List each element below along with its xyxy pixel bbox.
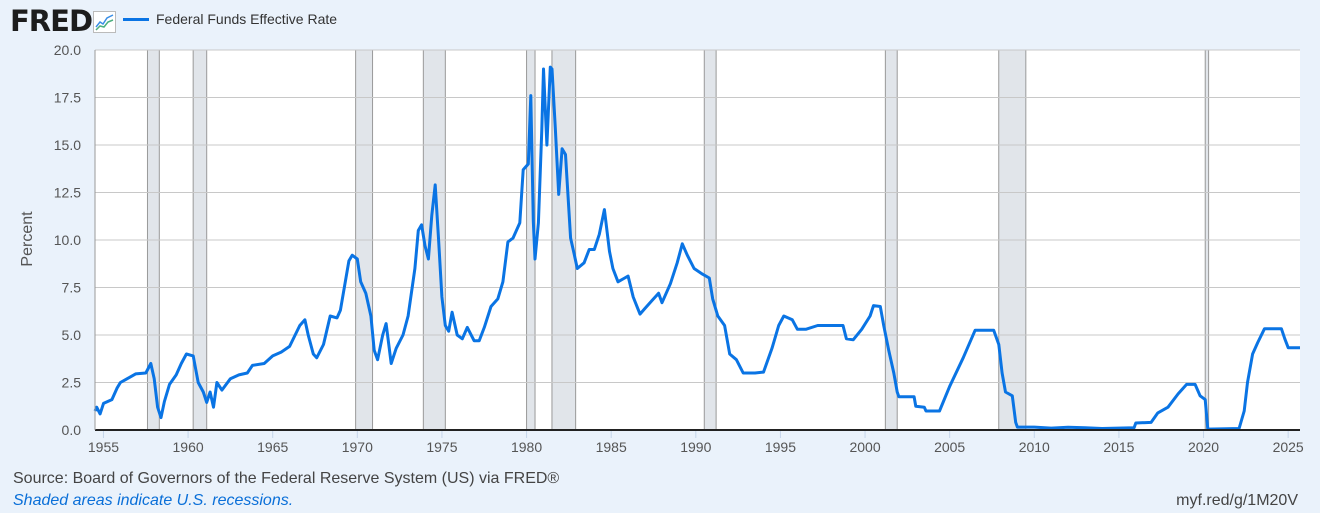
chart-plot: 0.0 2.5 5.0 7.5 10.0 12.5 15.0 17.5 20.0 1955 1960… bbox=[54, 42, 1304, 455]
x-tick-label: 2025 bbox=[1273, 439, 1304, 455]
y-tick-label: 15.0 bbox=[54, 137, 81, 153]
y-tick-label: 10.0 bbox=[54, 232, 81, 248]
legend-swatch bbox=[123, 17, 149, 21]
x-tick-label: 2010 bbox=[1019, 439, 1050, 455]
x-tick-label: 1985 bbox=[596, 439, 627, 455]
x-tick-label: 1975 bbox=[426, 439, 457, 455]
x-tick-label: 1955 bbox=[88, 439, 119, 455]
x-tick-label: 2020 bbox=[1188, 439, 1219, 455]
recession-note: Shaded areas indicate U.S. recessions. bbox=[13, 492, 294, 509]
y-tick-label: 0.0 bbox=[62, 422, 82, 438]
x-tick-label: 1990 bbox=[680, 439, 711, 455]
y-tick-label: 5.0 bbox=[62, 327, 82, 343]
x-tick-label: 1995 bbox=[765, 439, 796, 455]
x-tick-label: 1965 bbox=[257, 439, 288, 455]
x-tick-label: 2005 bbox=[934, 439, 965, 455]
fred-logo[interactable]: FRED bbox=[10, 4, 93, 38]
y-tick-label: 17.5 bbox=[54, 90, 81, 106]
short-url[interactable]: myf.red/g/1M20V bbox=[1176, 492, 1298, 509]
y-tick-label: 2.5 bbox=[62, 375, 82, 391]
x-tick-label: 2000 bbox=[849, 439, 880, 455]
x-tick-label: 2015 bbox=[1103, 439, 1134, 455]
chart-line-icon[interactable] bbox=[93, 11, 116, 33]
source-text: Source: Board of Governors of the Federa… bbox=[13, 470, 560, 487]
x-tick-label: 1960 bbox=[173, 439, 204, 455]
x-tick-label: 1980 bbox=[511, 439, 542, 455]
legend-label: Federal Funds Effective Rate bbox=[156, 11, 338, 27]
legend: Federal Funds Effective Rate bbox=[123, 11, 337, 27]
y-tick-label: 12.5 bbox=[54, 185, 81, 201]
y-tick-label: 20.0 bbox=[54, 42, 81, 58]
x-tick-label: 1970 bbox=[342, 439, 373, 455]
y-tick-label: 7.5 bbox=[62, 280, 82, 296]
series-line bbox=[93, 65, 1300, 431]
